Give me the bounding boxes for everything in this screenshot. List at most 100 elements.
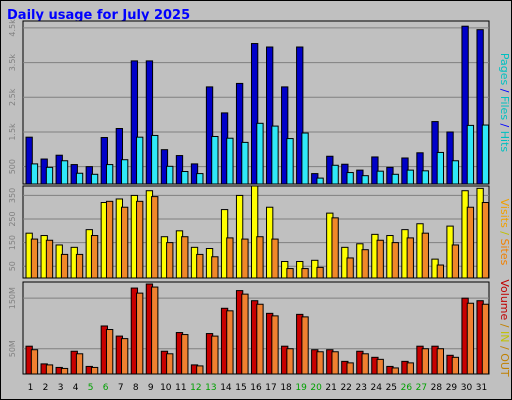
bar-kbytes-kbytesout — [226, 310, 234, 375]
bar-visits-sites — [391, 242, 399, 279]
bar-kbytes-kbytesout — [481, 303, 490, 375]
bar-kbytes-kbytesout — [421, 348, 429, 375]
bar-visits-sites — [481, 202, 490, 279]
legend-part: Files — [498, 96, 511, 120]
bar-hits-files — [105, 164, 114, 185]
bar-visits-sites — [316, 266, 324, 279]
bar-visits-sites — [166, 242, 174, 279]
bar-visits-sites — [466, 206, 475, 279]
legend-kbytes: Volume / IN / OUT — [498, 279, 511, 377]
bar-hits-files — [136, 136, 144, 185]
bar-hits-hits — [175, 155, 184, 185]
bar-hits-files — [451, 160, 460, 185]
x-tick-label: 9 — [148, 383, 154, 393]
x-tick-label: 7 — [118, 383, 124, 393]
x-tick-label: 3 — [58, 383, 64, 393]
legend-part: IN — [498, 331, 511, 342]
bar-visits-sites — [196, 253, 204, 279]
y-tick-label-hits: 2.5k — [8, 88, 17, 106]
bar-kbytes-kbytesout — [391, 367, 399, 375]
x-tick-label: 19 — [295, 383, 307, 393]
x-tick-label: 6 — [103, 383, 109, 393]
x-tick-label: 28 — [431, 383, 443, 393]
bar-hits-hits — [205, 86, 214, 185]
x-tick-label: 1 — [28, 383, 34, 393]
legend-part: / — [498, 120, 511, 131]
legend-hits: Pages / Files / Hits — [498, 53, 511, 153]
bar-kbytes-kbytesout — [90, 366, 99, 375]
bar-hits-files — [181, 171, 189, 185]
bar-hits-files — [436, 151, 444, 185]
x-tick-label: 23 — [355, 383, 366, 393]
x-tick-label: 30 — [461, 383, 473, 393]
legend-part: Pages — [498, 53, 511, 86]
bar-hits-files — [286, 138, 294, 185]
bar-kbytes-kbytesout — [436, 348, 444, 375]
x-tick-label: 21 — [325, 383, 336, 393]
bar-visits-sites — [421, 232, 429, 279]
bar-kbytes-kbytesout — [346, 362, 354, 375]
bar-hits-files — [406, 169, 414, 185]
bar-hits-hits — [235, 82, 244, 185]
bar-kbytes-kbytesout — [136, 292, 144, 375]
bar-kbytes-kbytesout — [241, 293, 249, 375]
bar-visits-sites — [75, 253, 84, 279]
y-tick-label-visits: 250 — [8, 211, 17, 226]
bar-visits-visits — [250, 185, 259, 279]
legend-part: Hits — [498, 131, 511, 153]
bar-visits-sites — [181, 236, 189, 279]
bar-visits-sites — [45, 239, 54, 279]
bar-visits-sites — [211, 256, 219, 279]
bar-kbytes-kbytesout — [451, 356, 460, 375]
x-tick-label: 14 — [220, 383, 232, 393]
bar-kbytes-kbytesout — [271, 315, 279, 375]
bar-kbytes-kbytesout — [196, 365, 204, 375]
bar-hits-files — [481, 124, 490, 185]
bar-kbytes-kbytesout — [75, 353, 84, 375]
x-tick-label: 15 — [235, 383, 246, 393]
bar-visits-sites — [121, 206, 129, 279]
bar-visits-sites — [361, 249, 369, 279]
x-tick-label: 27 — [416, 383, 427, 393]
bar-kbytes-kbytesout — [151, 286, 159, 375]
bar-kbytes-kbytesout — [466, 302, 475, 375]
bar-visits-sites — [406, 237, 414, 279]
bar-hits-files — [391, 173, 399, 185]
x-tick-label: 10 — [160, 383, 172, 393]
x-tick-label: 17 — [265, 383, 276, 393]
y-tick-label-kbytes: 150M — [8, 287, 17, 309]
y-tick-label-hits: 1.5k — [8, 123, 17, 141]
bar-hits-hits — [371, 156, 379, 185]
bar-visits-sites — [346, 257, 354, 279]
bar-hits-files — [151, 134, 159, 185]
bar-hits-hits — [461, 25, 469, 185]
legend-part: / — [498, 342, 511, 353]
bar-hits-files — [241, 141, 249, 185]
x-tick-label: 11 — [175, 383, 186, 393]
bar-hits-hits — [266, 46, 274, 185]
bar-hits-files — [45, 166, 54, 185]
bar-visits-sites — [151, 196, 159, 279]
bar-kbytes-kbytesout — [256, 303, 264, 375]
bar-hits-files — [196, 173, 204, 185]
legend-visits: Visits / Sites — [498, 199, 511, 266]
bar-hits-files — [60, 160, 69, 185]
legend-part: / — [498, 228, 511, 239]
y-tick-label-visits: 150 — [8, 235, 17, 250]
bar-visits-sites — [286, 268, 294, 279]
bar-visits-sites — [301, 268, 309, 279]
x-tick-label: 22 — [340, 383, 351, 393]
bar-visits-visits — [235, 194, 244, 279]
bar-visits-sites — [241, 238, 249, 279]
bar-hits-files — [30, 163, 39, 185]
bar-kbytes-kbytesout — [181, 334, 189, 375]
bar-hits-hits — [250, 43, 259, 185]
bar-hits-files — [301, 132, 309, 185]
x-tick-label: 18 — [280, 383, 292, 393]
bar-hits-files — [211, 135, 219, 185]
bar-visits-sites — [60, 253, 69, 279]
bar-visits-sites — [226, 237, 234, 279]
bar-kbytes-kbytesout — [105, 329, 114, 375]
